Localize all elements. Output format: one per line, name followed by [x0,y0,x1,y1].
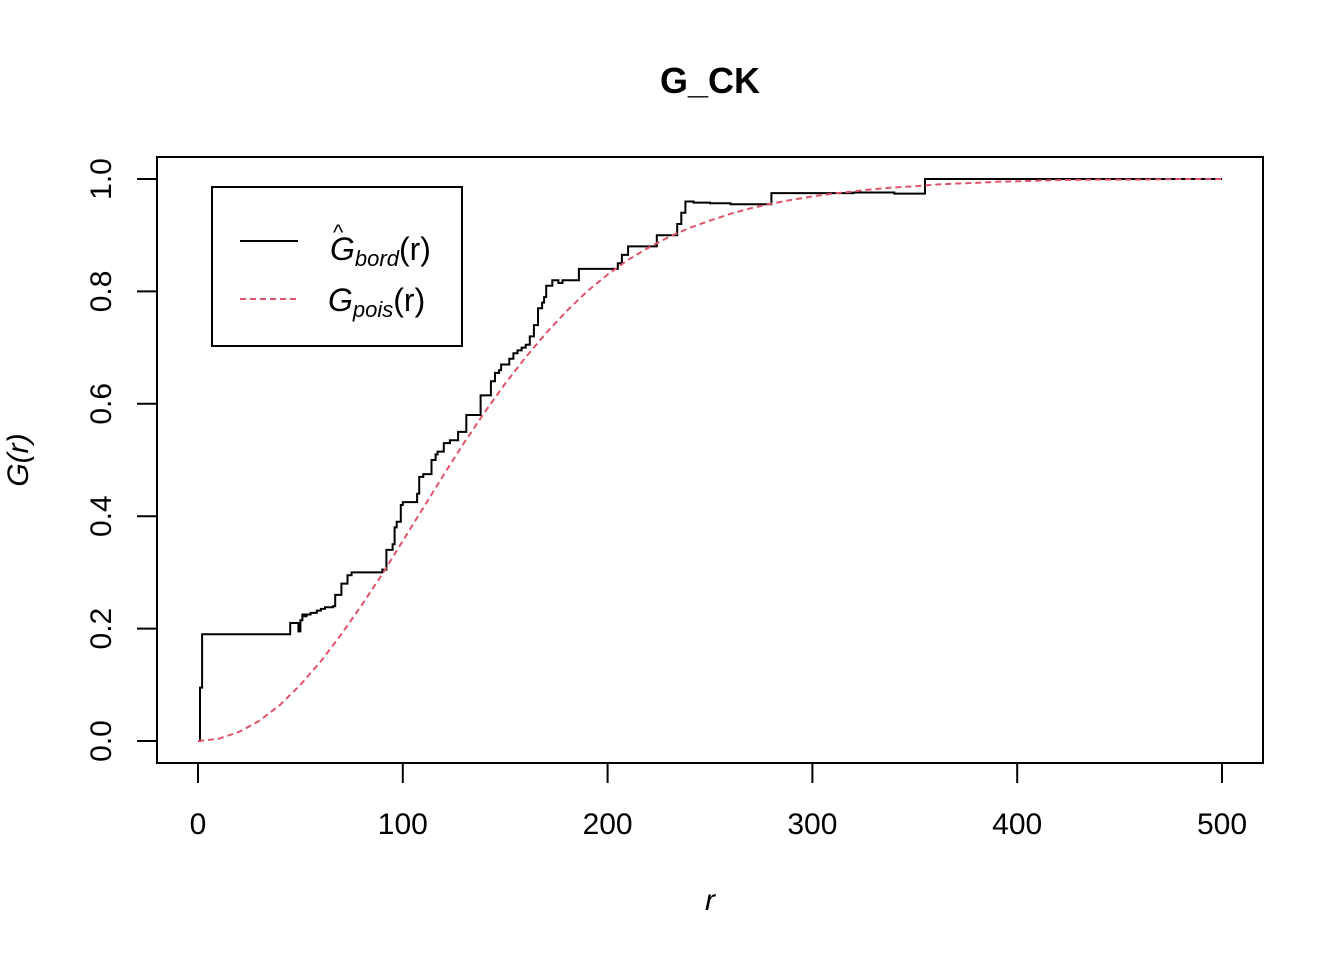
legend-hat-gbord: ^ [333,220,344,245]
y-tick-label: 0.6 [85,383,118,425]
legend-label-gpois-arg: (r) [393,282,425,318]
x-tick-label: 100 [378,808,428,841]
legend-label-gbord-main: G [330,231,355,267]
chart-title: G_CK [660,60,760,101]
legend-label-gbord: Gbord(r) [330,231,431,271]
legend-label-gbord-arg: (r) [399,231,431,267]
legend-label-gpois-main: G [328,282,353,318]
y-tick-label: 1.0 [85,158,118,200]
y-tick-label: 0.4 [85,495,118,537]
x-tick-label: 0 [190,808,207,841]
legend-label-gpois-sub: pois [352,297,393,322]
legend-box [211,186,463,347]
y-axis: 0.0 0.2 0.4 0.6 0.8 1.0 [85,158,158,762]
x-tick-label: 300 [787,808,837,841]
x-axis: 0 100 200 300 400 500 [190,762,1247,841]
x-axis-label: r [705,884,716,917]
y-axis-label: G(r) [2,433,35,486]
x-tick-label: 500 [1197,808,1247,841]
plot-lines [197,178,1222,742]
legend-label-gbord-sub: bord [355,246,400,271]
legend: Gbord(r) ^ Gpois(r) [211,186,463,347]
y-tick-label: 0.0 [85,720,118,762]
x-tick-label: 200 [583,808,633,841]
series-line-gbord [198,178,1222,742]
x-tick-label: 400 [992,808,1042,841]
legend-label-gpois: Gpois(r) [328,282,425,322]
y-tick-label: 0.2 [85,608,118,650]
series-line-gpois [197,178,1222,742]
y-tick-label: 0.8 [85,271,118,313]
